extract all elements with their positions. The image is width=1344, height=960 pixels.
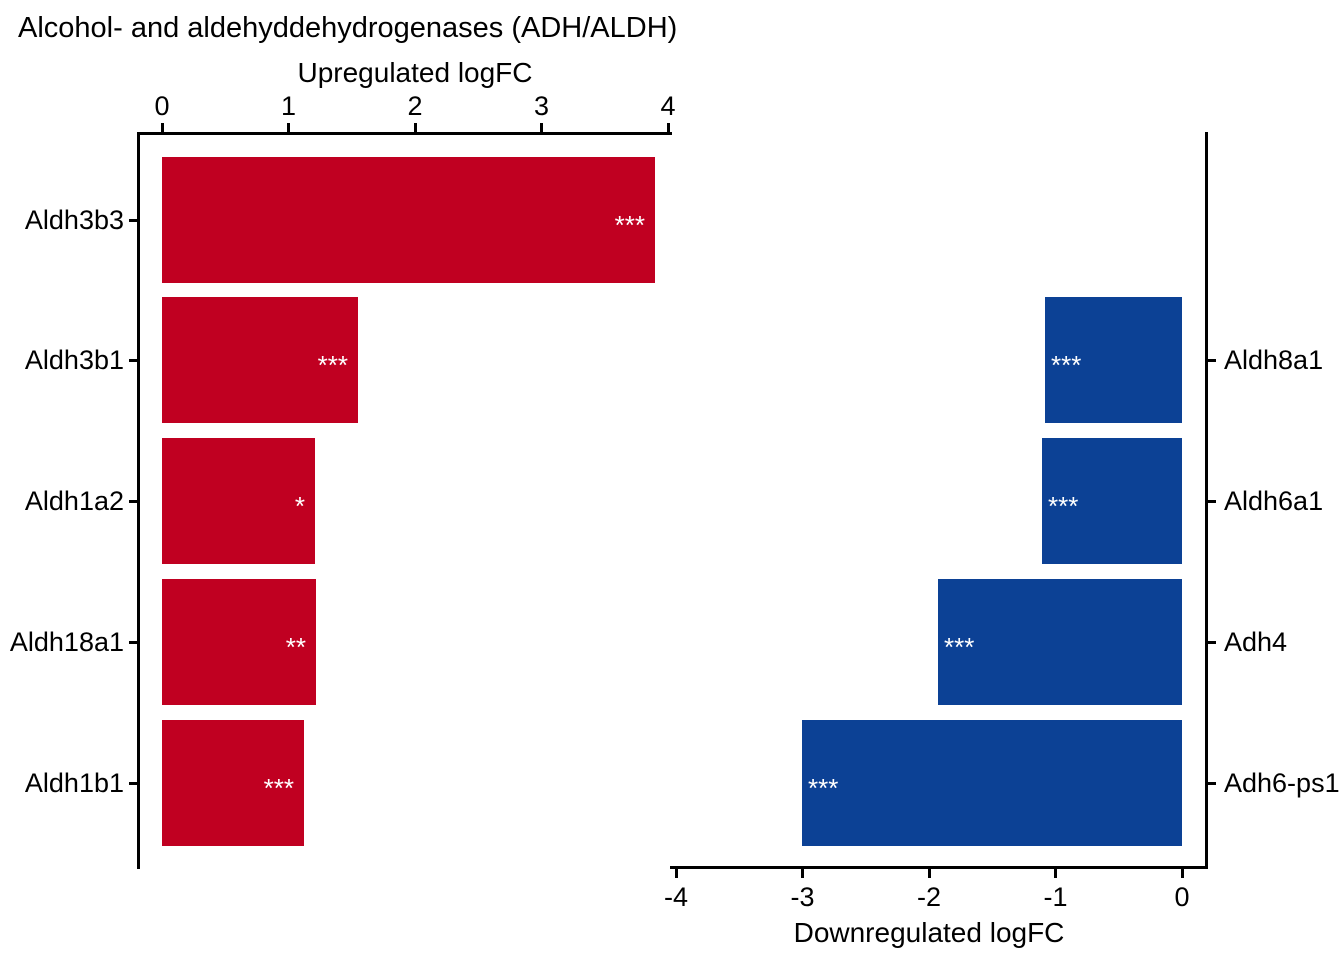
- gene-label: Aldh18a1: [9, 627, 124, 657]
- significance-label: ***: [263, 773, 294, 803]
- axis-tick: [674, 869, 678, 878]
- axis-tick-label: 1: [280, 91, 297, 121]
- bar: ***: [802, 720, 1182, 846]
- axis-tick-label: -3: [790, 882, 815, 912]
- bar: **: [162, 579, 316, 705]
- right-spine: [1205, 132, 1208, 869]
- figure-title: Alcohol- and aldehyddehydrogenases (ADH/…: [18, 12, 678, 44]
- axis-tick: [1180, 869, 1184, 878]
- gene-label: Aldh8a1: [1224, 345, 1324, 375]
- category-tick: [129, 358, 137, 362]
- gene-label: Aldh3b1: [24, 345, 124, 375]
- category-tick: [129, 781, 137, 785]
- bar: ***: [162, 720, 304, 846]
- bar: ***: [1045, 297, 1182, 423]
- axis-tick: [413, 123, 417, 132]
- axis-tick-label: 3: [533, 91, 550, 121]
- axis-tick-label: -2: [916, 882, 941, 912]
- axis-tick-label: 0: [1174, 882, 1190, 912]
- left-spine: [137, 132, 140, 869]
- axis-tick-label: 0: [154, 91, 170, 121]
- bottom-axis-line: [670, 866, 1208, 869]
- gene-label: Adh6-ps1: [1224, 768, 1340, 798]
- category-tick: [1208, 358, 1216, 362]
- axis-tick-label: 2: [407, 91, 423, 121]
- significance-label: ***: [317, 350, 348, 380]
- category-tick: [129, 640, 137, 644]
- gene-label: Aldh3b3: [24, 205, 124, 235]
- bar: ***: [162, 297, 358, 423]
- significance-label: *: [294, 491, 305, 521]
- bar: ***: [1042, 438, 1182, 564]
- significance-label: ***: [1051, 350, 1082, 380]
- upregulated-axis-title: Upregulated logFC: [297, 57, 533, 88]
- significance-label: ***: [808, 773, 839, 803]
- significance-label: ***: [944, 632, 975, 662]
- category-tick: [1208, 499, 1216, 503]
- top-axis-line: [137, 132, 672, 135]
- category-tick: [1208, 781, 1216, 785]
- bar: ***: [162, 157, 655, 283]
- bar: ***: [938, 579, 1182, 705]
- downregulated-axis-title: Downregulated logFC: [793, 917, 1065, 948]
- bar: *: [162, 438, 315, 564]
- axis-tick: [287, 123, 290, 132]
- gene-label: Aldh1a2: [24, 486, 124, 516]
- gene-label: Adh4: [1224, 627, 1288, 657]
- category-tick: [129, 218, 137, 222]
- significance-label: ***: [1048, 491, 1079, 521]
- gene-label: Aldh1b1: [24, 768, 124, 798]
- axis-tick-label: -1: [1043, 882, 1068, 912]
- axis-tick: [927, 869, 931, 878]
- axis-tick: [160, 123, 164, 132]
- axis-tick: [1054, 869, 1057, 878]
- axis-tick-label: 4: [660, 91, 676, 121]
- category-tick: [1208, 640, 1216, 644]
- gene-label: Aldh6a1: [1224, 486, 1324, 516]
- axis-tick-label: -4: [663, 882, 688, 912]
- axis-tick: [666, 123, 670, 132]
- significance-label: **: [285, 632, 306, 662]
- category-tick: [129, 499, 137, 503]
- axis-tick: [801, 869, 804, 878]
- significance-label: ***: [614, 210, 645, 240]
- axis-tick: [540, 123, 543, 132]
